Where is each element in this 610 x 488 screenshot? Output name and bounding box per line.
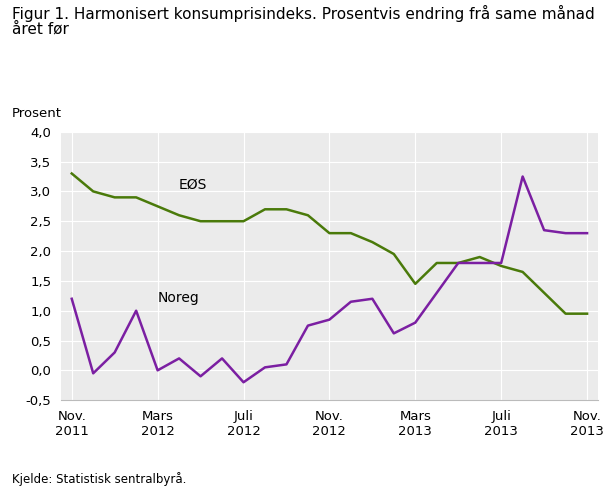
Text: Kjelde: Statistisk sentralbyrå.: Kjelde: Statistisk sentralbyrå. <box>12 471 187 486</box>
Text: Figur 1. Harmonisert konsumprisindeks. Prosentvis endring frå same månad: Figur 1. Harmonisert konsumprisindeks. P… <box>12 5 595 22</box>
Text: EØS: EØS <box>179 178 207 191</box>
Text: Noreg: Noreg <box>157 291 199 305</box>
Text: året før: året før <box>12 22 69 37</box>
Text: Prosent: Prosent <box>12 106 62 120</box>
